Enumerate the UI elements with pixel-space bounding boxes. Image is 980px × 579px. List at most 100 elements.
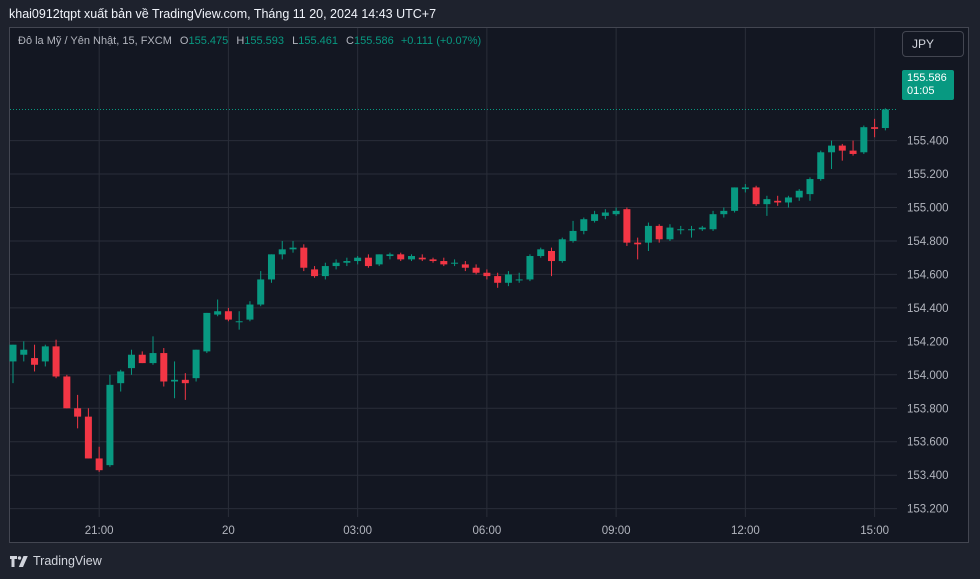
candle[interactable]: [418, 254, 426, 262]
candle[interactable]: [774, 195, 782, 206]
candle[interactable]: [300, 244, 308, 272]
candle[interactable]: [623, 207, 631, 246]
candle[interactable]: [871, 118, 879, 138]
candle[interactable]: [644, 222, 652, 251]
candle[interactable]: [806, 177, 814, 201]
y-tick-label: 155.000: [907, 203, 949, 215]
candle[interactable]: [677, 225, 685, 235]
candle-body: [741, 187, 749, 190]
candle[interactable]: [9, 344, 17, 384]
candle[interactable]: [95, 446, 103, 472]
candle[interactable]: [709, 210, 717, 231]
candle[interactable]: [278, 240, 286, 260]
candle[interactable]: [138, 351, 146, 364]
candle[interactable]: [41, 344, 49, 367]
y-tick-label: 155.200: [907, 169, 949, 181]
candle[interactable]: [289, 240, 297, 253]
candle-body: [127, 354, 135, 369]
candle[interactable]: [354, 256, 362, 265]
candle[interactable]: [235, 311, 243, 330]
candle[interactable]: [784, 195, 792, 208]
candle[interactable]: [407, 254, 415, 262]
candle[interactable]: [267, 254, 275, 283]
candle[interactable]: [515, 272, 523, 283]
candle-body: [289, 247, 297, 250]
candle[interactable]: [160, 348, 168, 387]
candle[interactable]: [688, 225, 696, 238]
candle[interactable]: [74, 394, 82, 429]
candle[interactable]: [634, 237, 642, 260]
y-tick-label: 154.800: [907, 236, 949, 248]
candle-body: [41, 346, 49, 362]
candle[interactable]: [655, 224, 663, 243]
candle[interactable]: [52, 339, 60, 379]
candle[interactable]: [494, 272, 502, 288]
candle[interactable]: [472, 264, 480, 275]
candle[interactable]: [526, 254, 534, 282]
footer-brand[interactable]: TradingView: [10, 554, 102, 568]
candle[interactable]: [257, 271, 265, 307]
candle[interactable]: [741, 184, 749, 193]
candle[interactable]: [63, 374, 71, 409]
candle[interactable]: [117, 369, 125, 392]
candle[interactable]: [106, 374, 114, 467]
candle[interactable]: [214, 299, 222, 317]
candle[interactable]: [343, 257, 351, 267]
candle[interactable]: [311, 266, 319, 278]
candle-body: [9, 344, 17, 362]
candle[interactable]: [397, 252, 405, 262]
candle[interactable]: [429, 257, 437, 263]
candle[interactable]: [548, 247, 555, 277]
candle-body: [354, 257, 362, 262]
candle[interactable]: [698, 225, 706, 231]
candle[interactable]: [31, 344, 39, 372]
candle[interactable]: [171, 361, 179, 399]
candle-body: [84, 416, 92, 459]
candle[interactable]: [752, 185, 760, 206]
candle[interactable]: [203, 312, 211, 354]
candle[interactable]: [580, 217, 588, 235]
candle[interactable]: [451, 259, 459, 267]
candle[interactable]: [20, 341, 28, 362]
candle[interactable]: [504, 271, 512, 287]
candle[interactable]: [321, 262, 329, 280]
candle[interactable]: [246, 301, 254, 322]
candle[interactable]: [181, 373, 189, 400]
candle[interactable]: [483, 269, 491, 280]
candle[interactable]: [537, 247, 545, 258]
candle[interactable]: [84, 408, 92, 459]
candle[interactable]: [332, 259, 340, 270]
candle[interactable]: [666, 224, 674, 241]
candle[interactable]: [224, 307, 232, 322]
candle[interactable]: [386, 252, 394, 260]
candle[interactable]: [817, 150, 825, 181]
candle[interactable]: [795, 189, 803, 201]
candle[interactable]: [127, 349, 135, 375]
candle[interactable]: [849, 140, 857, 156]
candle[interactable]: [612, 207, 620, 216]
candle[interactable]: [192, 349, 200, 382]
candle[interactable]: [720, 207, 728, 218]
candle-body: [407, 256, 415, 260]
candle[interactable]: [601, 209, 609, 220]
candle[interactable]: [731, 187, 739, 213]
candle[interactable]: [364, 254, 372, 268]
candle[interactable]: [375, 254, 383, 267]
candle[interactable]: [440, 257, 448, 267]
candle[interactable]: [860, 125, 868, 154]
candle-body: [698, 227, 706, 230]
candle-body: [828, 145, 836, 153]
chart-frame[interactable]: [9, 27, 969, 543]
candle[interactable]: [828, 140, 836, 170]
candle[interactable]: [881, 108, 889, 131]
candle[interactable]: [149, 336, 157, 365]
candle[interactable]: [763, 195, 771, 216]
candle[interactable]: [591, 210, 599, 223]
candle-body: [171, 379, 179, 382]
candle[interactable]: [569, 220, 577, 243]
currency-button[interactable]: JPY: [902, 31, 964, 57]
candle[interactable]: [558, 237, 566, 263]
candle[interactable]: [461, 261, 469, 272]
candle[interactable]: [838, 143, 846, 161]
